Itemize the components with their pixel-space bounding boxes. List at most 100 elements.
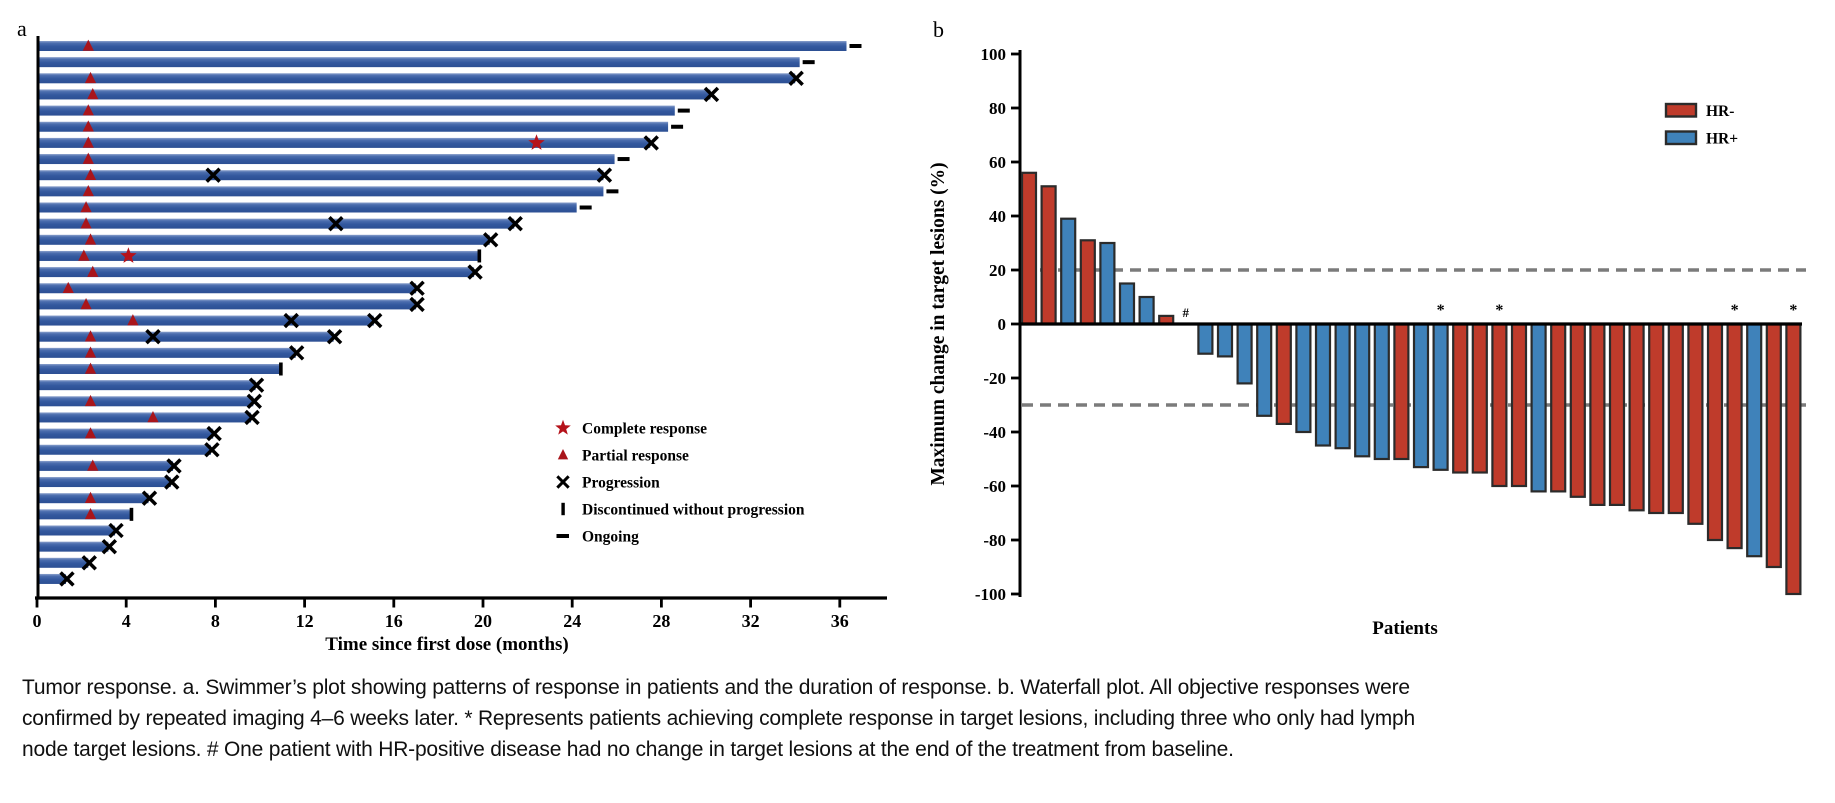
y-tick-label: 20 bbox=[989, 261, 1006, 280]
progression-cross-marker bbox=[81, 555, 97, 571]
swimmer-bar bbox=[37, 121, 669, 132]
waterfall-plot: 100 80 60 40 20 0 -20 -40 -60 -80 -100 Maximum chan… bbox=[928, 45, 1806, 639]
swimmer-bar bbox=[37, 315, 374, 326]
partial-response-marker bbox=[80, 298, 92, 310]
partial-response-marker bbox=[84, 233, 97, 245]
no-change-hash-annotation: # bbox=[1183, 305, 1190, 320]
y-tick-label: -40 bbox=[983, 423, 1006, 442]
waterfall-bar bbox=[1373, 322, 1390, 461]
waterfall-bar bbox=[1334, 322, 1351, 450]
waterfall-bar bbox=[1295, 322, 1312, 434]
waterfall-bar bbox=[1667, 322, 1684, 515]
progression-cross-marker bbox=[289, 345, 305, 361]
ongoing-marker bbox=[677, 108, 690, 113]
partial-response-marker bbox=[87, 265, 99, 277]
partial-response-marker bbox=[84, 394, 97, 407]
waterfall-bar bbox=[1785, 322, 1802, 596]
x-tick-label: 4 bbox=[122, 611, 131, 631]
swimmer-bar bbox=[37, 509, 131, 520]
x-tick-label: 32 bbox=[742, 611, 760, 631]
partial-response-marker bbox=[84, 491, 97, 503]
waterfall-bar bbox=[1314, 322, 1332, 447]
swimmer-bar bbox=[37, 380, 256, 391]
progression-cross-marker bbox=[204, 442, 220, 458]
waterfall-bar bbox=[1040, 185, 1057, 326]
x-tick-label: 8 bbox=[211, 611, 220, 631]
progression-cross-marker bbox=[164, 474, 180, 490]
waterfall-bar bbox=[1550, 322, 1567, 493]
progression-cross-marker bbox=[367, 312, 383, 329]
waterfall-bar bbox=[1510, 322, 1528, 488]
caption-line-3: node target lesions. # One patient with … bbox=[22, 738, 1234, 761]
swimmer-bar bbox=[37, 573, 66, 584]
swimmer-bar bbox=[37, 412, 252, 423]
partial-response-marker bbox=[87, 88, 99, 100]
progression-cross-marker bbox=[141, 490, 158, 506]
progression-cross-marker bbox=[283, 312, 299, 329]
discontinued-marker bbox=[129, 507, 134, 521]
waterfall-bar bbox=[1726, 322, 1743, 550]
waterfall-bar bbox=[1138, 295, 1155, 326]
waterfall-bar bbox=[1687, 322, 1704, 525]
waterfall-bar bbox=[1079, 239, 1096, 326]
progression-cross-marker bbox=[409, 296, 425, 313]
legend-label: HR- bbox=[1706, 103, 1734, 120]
progression-cross-marker bbox=[248, 377, 265, 393]
y-tick-label: -80 bbox=[983, 531, 1006, 550]
partial-response-marker bbox=[80, 201, 92, 213]
partial-response-marker bbox=[84, 168, 97, 180]
x-tick-label: 0 bbox=[33, 611, 42, 631]
swimmer-bar bbox=[37, 267, 475, 278]
progression-cross-marker bbox=[467, 264, 483, 280]
progression-cross-marker bbox=[409, 280, 425, 296]
waterfall-bar bbox=[1628, 322, 1645, 512]
swimmer-legend: Complete response Partial response Progres… bbox=[555, 419, 805, 546]
y-tick-label: -20 bbox=[983, 369, 1006, 388]
ongoing-marker bbox=[849, 44, 862, 48]
waterfall-bar bbox=[1765, 322, 1782, 569]
swimmer-bar bbox=[37, 525, 116, 536]
y-tick-label: -100 bbox=[975, 585, 1006, 604]
x-axis-title: Time since first dose (months) bbox=[325, 634, 568, 655]
ongoing-marker bbox=[617, 157, 630, 162]
legend-swatch bbox=[1664, 130, 1698, 146]
waterfall-bar bbox=[1471, 322, 1488, 474]
waterfall-bar bbox=[1706, 322, 1724, 542]
swimmer-bar bbox=[37, 202, 577, 213]
waterfall-bar bbox=[1589, 322, 1606, 506]
partial-response-marker bbox=[84, 362, 97, 374]
progression-cross-marker bbox=[703, 86, 720, 103]
x-tick-label: 36 bbox=[831, 611, 849, 631]
legend-star-icon bbox=[555, 419, 571, 435]
partial-response-marker bbox=[87, 459, 99, 471]
waterfall-bar bbox=[1275, 322, 1292, 426]
ongoing-marker bbox=[671, 124, 684, 129]
swimmer-bar bbox=[37, 396, 254, 407]
swimmer-bar bbox=[37, 364, 281, 374]
partial-response-marker bbox=[80, 217, 92, 229]
partial-response-marker bbox=[84, 346, 97, 358]
x-tick-label: 28 bbox=[652, 611, 670, 631]
legend-triangle-icon bbox=[557, 449, 569, 460]
progression-cross-marker bbox=[205, 167, 221, 183]
partial-response-marker bbox=[82, 184, 94, 197]
swimmer-plot: 0 4 8 12 16 20 24 28 32 36 Time since first dose (… bbox=[33, 36, 887, 655]
waterfall-bar bbox=[1216, 322, 1234, 358]
swimmer-bar bbox=[37, 218, 515, 229]
discontinued-marker bbox=[279, 362, 283, 376]
waterfall-bar bbox=[1491, 322, 1508, 488]
complete-response-marker bbox=[120, 247, 137, 263]
swimmer-bar bbox=[37, 283, 417, 294]
swimmer-bar bbox=[37, 41, 847, 51]
progression-cross-marker bbox=[59, 571, 75, 587]
swimmer-bar bbox=[37, 460, 174, 471]
panel-b-label: b bbox=[933, 17, 944, 42]
waterfall-bar bbox=[1432, 322, 1449, 471]
y-tick-label: 40 bbox=[989, 207, 1006, 226]
y-axis-title: Maximum change in target lesions (%) bbox=[928, 162, 949, 485]
swimmer-bar bbox=[37, 105, 675, 116]
partial-response-marker bbox=[82, 120, 94, 132]
waterfall-legend: HR- HR+ bbox=[1664, 102, 1738, 148]
x-axis-title: Patients bbox=[1372, 618, 1437, 639]
swimmer-bar bbox=[37, 57, 800, 68]
